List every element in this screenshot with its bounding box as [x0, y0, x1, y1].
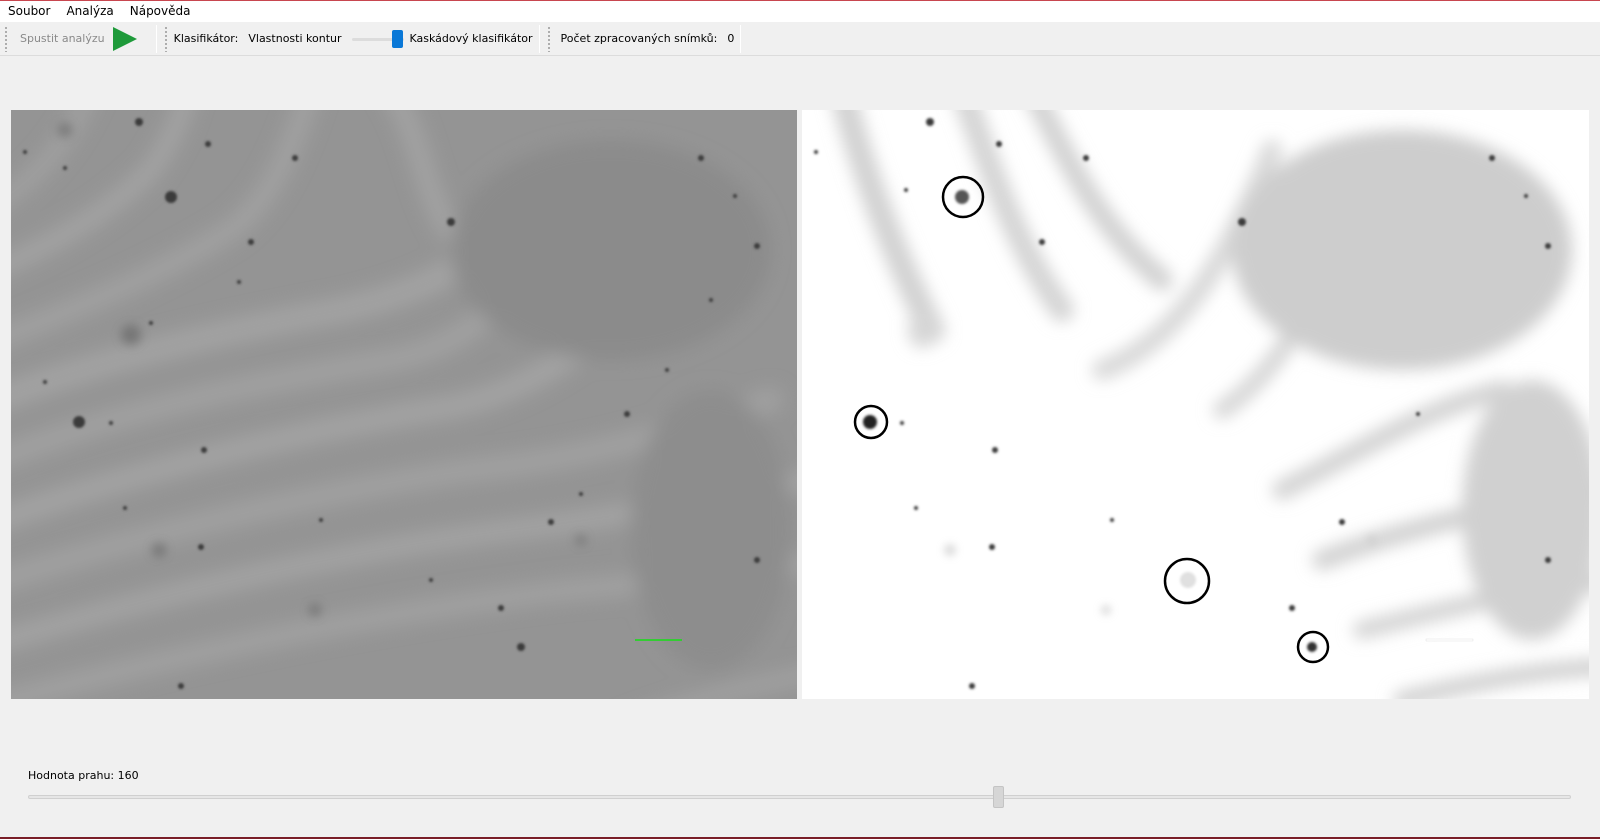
classifier-label: Klasifikátor: [173, 32, 239, 45]
threshold-slider-track[interactable] [28, 795, 1571, 799]
threshold-slider-handle[interactable] [993, 786, 1004, 808]
play-icon[interactable] [112, 26, 137, 51]
classifier-toggle-knob[interactable] [391, 29, 403, 48]
menu-soubor[interactable]: Soubor [8, 4, 51, 18]
processed-frames-count: 0 [727, 32, 735, 45]
toolbar-separator [155, 24, 157, 53]
thresholded-frame-image [802, 110, 1589, 699]
toolbar-separator [740, 24, 742, 53]
window-bottom-accent [0, 837, 1600, 839]
detection-circle [1296, 630, 1330, 664]
classifier-option-contours[interactable]: Vlastnosti kontur [248, 32, 342, 45]
classifier-option-cascade[interactable]: Kaskádový klasifikátor [409, 32, 533, 45]
run-analysis-label: Spustit analýzu [20, 32, 105, 45]
toolbar: Spustit analýzu Klasifikátor: Vlastnosti… [0, 22, 1600, 56]
detection-circle [941, 175, 985, 219]
threshold-label-text: Hodnota prahu: [28, 769, 115, 782]
menubar: Soubor Analýza Nápověda [0, 1, 1600, 22]
original-image-view [11, 110, 797, 699]
scale-bar [1425, 638, 1474, 642]
threshold-value: 160 [117, 769, 139, 782]
window-top-accent [0, 0, 1600, 1]
original-frame-image [11, 110, 797, 699]
toolbar-grip-handle[interactable] [4, 25, 8, 52]
detection-circle [1163, 557, 1211, 605]
toolbar-grip-handle[interactable] [163, 25, 168, 52]
toolbar-grip-handle[interactable] [546, 25, 551, 52]
menu-analyza[interactable]: Analýza [66, 4, 114, 18]
detection-circle [853, 404, 889, 440]
processed-frames-label: Počet zpracovaných snímků: [560, 32, 718, 45]
threshold-label: Hodnota prahu: 160 [28, 769, 139, 782]
scale-bar [635, 639, 682, 641]
menu-napoveda[interactable]: Nápověda [129, 4, 191, 18]
run-analysis-button[interactable]: Spustit analýzu [12, 24, 153, 54]
thresholded-image-view [802, 110, 1589, 699]
classifier-toggle-switch[interactable] [351, 27, 404, 51]
toolbar-separator [538, 24, 540, 53]
threshold-slider[interactable] [28, 786, 1571, 808]
